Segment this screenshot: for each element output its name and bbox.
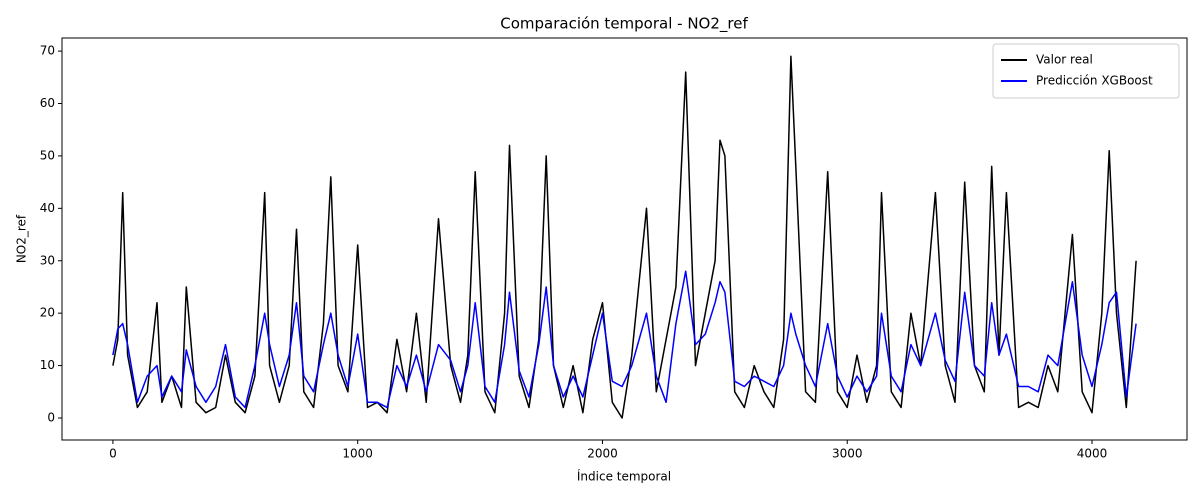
y-tick-label: 20 xyxy=(40,306,55,320)
x-tick-label: 2000 xyxy=(587,447,618,461)
y-tick-label: 50 xyxy=(40,148,55,162)
chart-title: Comparación temporal - NO2_ref xyxy=(500,15,748,34)
x-tick-label: 1000 xyxy=(342,447,373,461)
x-tick-label: 3000 xyxy=(832,447,863,461)
y-tick-label: 30 xyxy=(40,253,55,267)
plot-frame xyxy=(61,37,1188,441)
y-tick-label: 40 xyxy=(40,201,55,215)
series-line xyxy=(112,55,1137,419)
legend: Valor real Predicción XGBoost xyxy=(992,43,1180,99)
y-axis-label: NO2_ref xyxy=(15,214,29,263)
y-tick-label: 0 xyxy=(47,410,55,424)
legend-box xyxy=(992,43,1180,99)
x-tick-label: 4000 xyxy=(1077,447,1108,461)
y-tick-label: 70 xyxy=(40,44,55,58)
legend-label: Valor real xyxy=(1036,53,1093,67)
legend-label: Predicción XGBoost xyxy=(1036,74,1153,88)
x-tick-label: 0 xyxy=(109,447,117,461)
y-tick-label: 60 xyxy=(40,96,55,110)
y-tick-label: 10 xyxy=(40,358,55,372)
x-axis-label: Índice temporal xyxy=(577,469,671,484)
series-line xyxy=(112,270,1137,409)
